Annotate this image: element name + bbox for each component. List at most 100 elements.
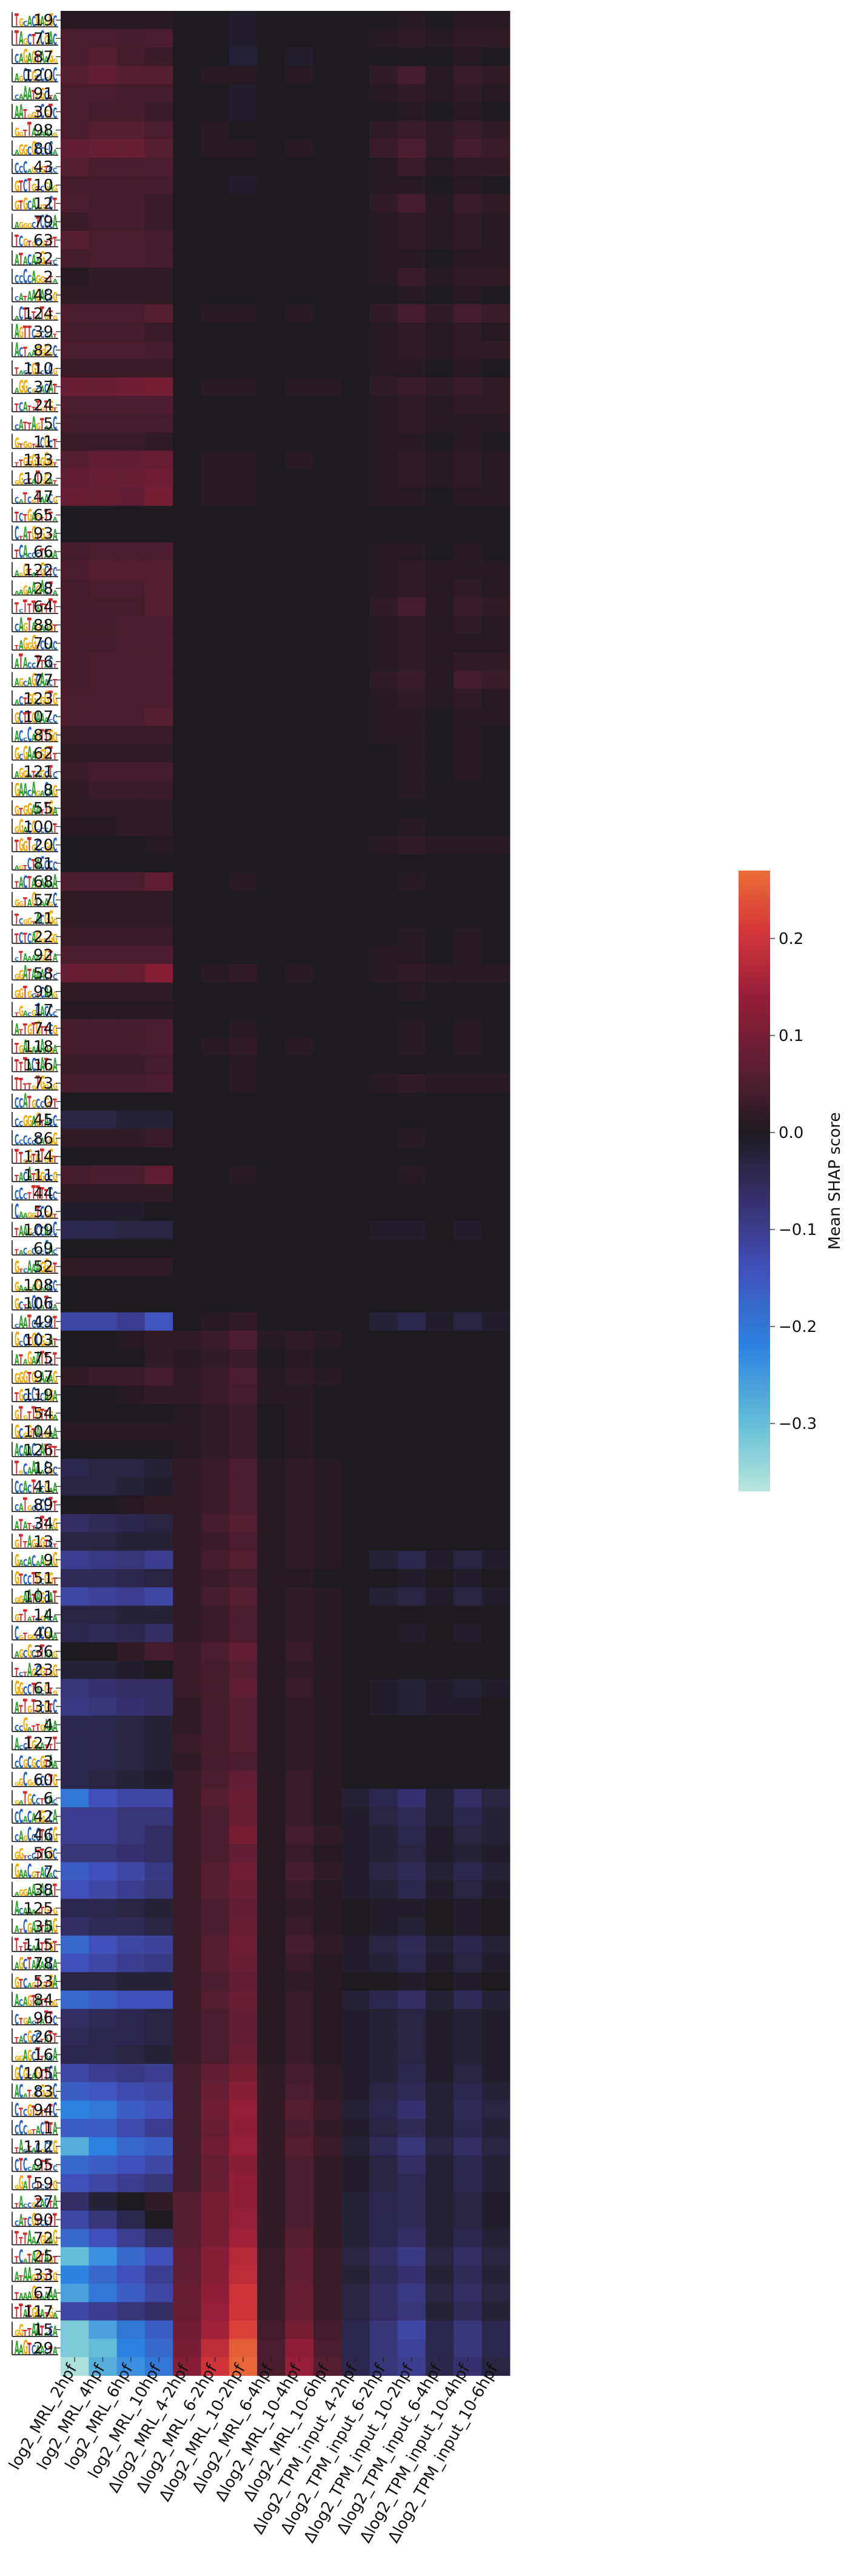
motif-letter: A — [19, 2137, 24, 2158]
heatmap-cells — [61, 11, 511, 2376]
motif-letter: T — [40, 658, 44, 671]
heatmap-cell — [313, 799, 342, 818]
heatmap-cell — [313, 579, 342, 598]
motif-letter: T — [49, 686, 53, 709]
motif-letter: A — [36, 1993, 41, 2009]
heatmap-cell — [61, 1257, 89, 1276]
heatmap-cell — [313, 267, 342, 287]
heatmap-cell — [61, 1000, 89, 1020]
motif-letter: G — [49, 1066, 53, 1072]
row-label: 120 — [23, 67, 53, 85]
heatmap-cell — [144, 1257, 173, 1276]
heatmap-cell — [425, 1019, 454, 1038]
heatmap-cell — [285, 744, 314, 763]
heatmap-cell — [454, 689, 483, 708]
motif-letter: T — [44, 1744, 49, 1751]
heatmap-cell — [397, 1532, 426, 1551]
motif-letter: C — [40, 65, 44, 86]
motif-letter: G — [15, 1371, 19, 1385]
heatmap-cell — [201, 579, 230, 598]
heatmap-cell — [116, 194, 146, 213]
heatmap-cell — [257, 945, 286, 965]
heatmap-cell — [257, 1605, 286, 1625]
heatmap-cell — [61, 1679, 89, 1698]
motif-letter: A — [36, 1459, 41, 1479]
heatmap-cell — [285, 2064, 314, 2083]
motif-letter: C — [19, 1997, 23, 2008]
heatmap-cell — [397, 432, 426, 452]
heatmap-cell — [425, 2082, 454, 2101]
motif-letter: T — [44, 798, 49, 818]
heatmap-cell — [144, 707, 173, 726]
motif-letter: G — [36, 729, 41, 744]
motif-letter: A — [19, 1502, 24, 1514]
motif-letter: T — [19, 2301, 23, 2323]
heatmap-cell — [481, 799, 511, 818]
heatmap-cell — [369, 2064, 398, 2083]
motif-letter: C — [40, 212, 44, 233]
heatmap-cell — [89, 1568, 118, 1588]
heatmap-cell — [454, 982, 483, 1002]
heatmap-cell — [229, 1055, 258, 1075]
heatmap-cell — [257, 286, 286, 305]
motif-letter: C — [44, 1004, 49, 1020]
heatmap-cell — [257, 1184, 286, 1203]
heatmap-cell — [369, 2265, 398, 2284]
motif-letter: C — [36, 1000, 40, 1021]
heatmap-cell — [397, 304, 426, 323]
row-label: 78 — [33, 1955, 53, 1973]
row-label: 123 — [23, 690, 53, 708]
heatmap-cell — [173, 212, 202, 232]
motif-letter: A — [15, 1353, 19, 1368]
heatmap-cell — [454, 872, 483, 891]
heatmap-cell — [144, 1550, 173, 1570]
heatmap-cell — [257, 597, 286, 617]
heatmap-cell — [425, 487, 454, 506]
motif-letter: T — [36, 453, 40, 469]
heatmap-cell — [229, 1697, 258, 1716]
heatmap-cell — [229, 2118, 258, 2138]
heatmap-cell — [201, 1367, 230, 1387]
heatmap-cell — [201, 2155, 230, 2175]
heatmap-cell — [61, 1477, 89, 1496]
motif-letter: A — [40, 1054, 45, 1076]
motif-letter: C — [53, 1868, 57, 1881]
heatmap-cell — [173, 1257, 202, 1276]
heatmap-cell — [481, 1312, 511, 1331]
motif-letter: T — [23, 1022, 27, 1039]
motif-letter: T — [15, 912, 19, 928]
heatmap-cell — [425, 1697, 454, 1716]
heatmap-cell — [454, 1074, 483, 1093]
heatmap-cell — [454, 1788, 483, 1808]
motif-letter: A — [23, 1213, 28, 1219]
motif-letter: A — [32, 1283, 36, 1294]
heatmap-cell — [116, 230, 146, 250]
heatmap-cell — [285, 102, 314, 121]
heatmap-cell — [201, 2284, 230, 2303]
heatmap-cell — [229, 1330, 258, 1350]
heatmap-cell — [285, 1349, 314, 1368]
heatmap-cell — [173, 854, 202, 873]
motif-letter: A — [19, 638, 24, 652]
motif-letter: G — [40, 1072, 45, 1094]
motif-letter: C — [32, 2032, 36, 2046]
motif-letter: A — [53, 95, 58, 101]
motif-letter: A — [36, 1685, 41, 1697]
heatmap-cell — [201, 524, 230, 543]
heatmap-cell — [173, 561, 202, 580]
heatmap-cell — [481, 1129, 511, 1148]
heatmap-cell — [116, 1679, 146, 1698]
heatmap-cell — [144, 2137, 173, 2156]
heatmap-cell — [425, 1953, 454, 1973]
motif-letter: C — [36, 1759, 40, 1771]
heatmap-cell — [229, 1239, 258, 1258]
motif-letter: C — [53, 2080, 57, 2102]
heatmap-cell — [173, 1385, 202, 1405]
heatmap-cell — [285, 1294, 314, 1313]
heatmap-cell — [397, 1788, 426, 1808]
motif-letter: G — [40, 2272, 45, 2284]
heatmap-cell — [201, 2118, 230, 2138]
heatmap-cell — [173, 1972, 202, 1991]
heatmap-cell — [481, 1788, 511, 1808]
heatmap-cell — [61, 1276, 89, 1294]
